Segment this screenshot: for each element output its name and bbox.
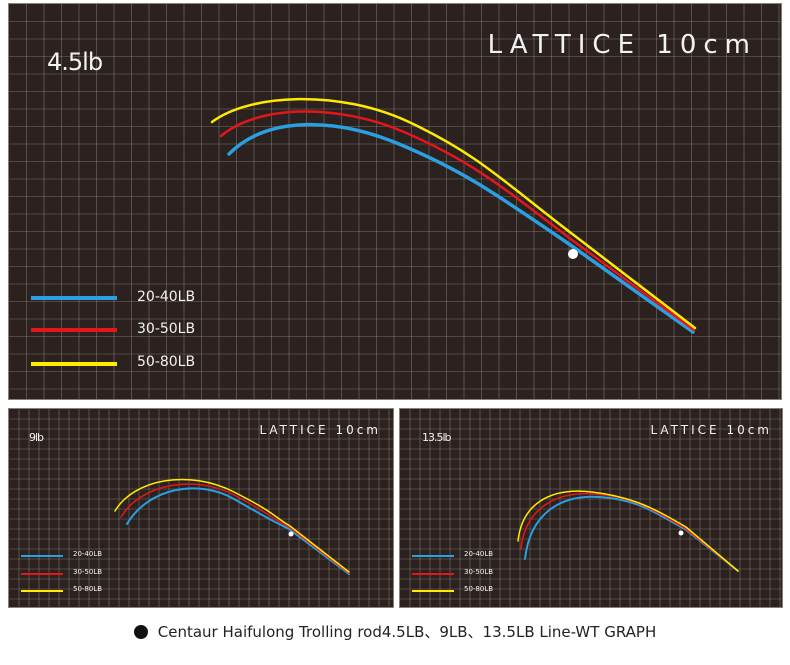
- grid: [9, 4, 781, 399]
- chart-svg-9lb: [9, 409, 393, 607]
- legend-swatch-30-50: [31, 328, 117, 332]
- grid: [400, 409, 782, 607]
- curve-50-80lb: [114, 478, 350, 573]
- chart-title: LATTICE 10cm: [650, 423, 772, 437]
- legend-swatch-50-80: [412, 590, 454, 592]
- chart-panel-4-5lb: 4.5lb LATTICE 10cm 20-40LB 30-50LB 50-80…: [8, 3, 782, 400]
- legend-swatch-20-40: [412, 555, 454, 557]
- chart-subtitle: 9lb: [29, 431, 44, 444]
- chart-subtitle: 4.5lb: [47, 48, 103, 76]
- legend-swatch-30-50: [412, 573, 454, 575]
- legend-label-20-40: 20-40LB: [464, 550, 494, 558]
- legend-label-50-80: 50-80LB: [137, 354, 196, 370]
- chart-svg-13-5lb: [400, 409, 782, 607]
- legend-label-50-80: 50-80LB: [73, 585, 103, 593]
- curve-20-40lb: [227, 122, 695, 334]
- legend-label-30-50: 30-50LB: [464, 568, 494, 576]
- legend-label-20-40: 20-40LB: [73, 550, 103, 558]
- grid: [9, 409, 393, 607]
- legend-swatch-20-40: [21, 555, 63, 557]
- curve-30-50lb: [520, 492, 739, 572]
- chart-title: LATTICE 10cm: [259, 423, 381, 437]
- legend-swatch-30-50: [21, 573, 63, 575]
- legend-swatch-50-80: [21, 590, 63, 592]
- chart-subtitle: 13.5lb: [422, 431, 452, 444]
- curve-20-40lb: [524, 495, 739, 572]
- legend-label-20-40: 20-40LB: [137, 289, 196, 305]
- caption-text: Centaur Haifulong Trolling rod4.5LB、9LB、…: [157, 623, 657, 641]
- curve-30-50lb: [219, 110, 696, 332]
- chart-panel-13-5lb: 13.5lb LATTICE 10cm 20-40LB 30-50LB 50-8…: [399, 408, 783, 608]
- legend-label-30-50: 30-50LB: [137, 321, 196, 337]
- chart-panel-9lb: 9lb LATTICE 10cm 20-40LB 30-50LB 50-80LB: [8, 408, 394, 608]
- curve-50-80lb: [517, 490, 739, 572]
- curve-20-40lb: [126, 487, 350, 575]
- chart-title: LATTICE 10cm: [487, 30, 757, 60]
- curve-50-80lb: [210, 97, 697, 330]
- guide-marker: [678, 530, 684, 536]
- curve-30-50lb: [120, 483, 350, 574]
- figure-caption: Centaur Haifulong Trolling rod4.5LB、9LB、…: [0, 621, 790, 642]
- legend-label-50-80: 50-80LB: [464, 585, 494, 593]
- bullet-icon: [133, 625, 148, 639]
- legend-swatch-20-40: [31, 296, 117, 300]
- chart-svg-4-5lb: [9, 4, 781, 399]
- guide-marker: [568, 249, 578, 259]
- guide-marker: [288, 531, 294, 537]
- legend-swatch-50-80: [31, 362, 117, 366]
- legend-label-30-50: 30-50LB: [73, 568, 103, 576]
